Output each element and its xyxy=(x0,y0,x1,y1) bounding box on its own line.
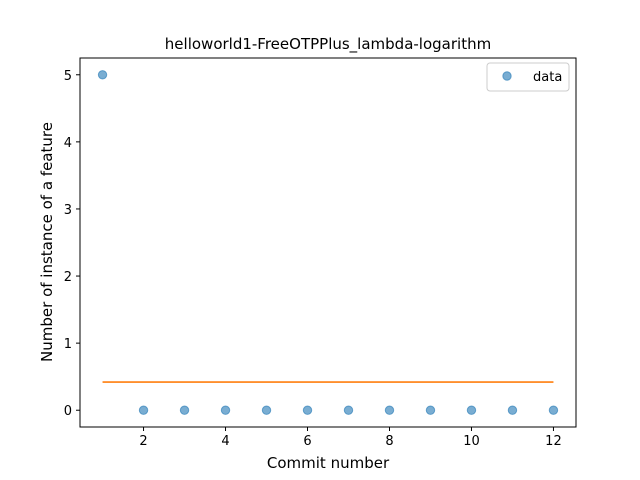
data-point xyxy=(344,406,352,414)
data-point xyxy=(221,406,229,414)
y-tick-label: 1 xyxy=(64,337,72,352)
x-tick-label: 10 xyxy=(463,434,480,449)
y-tick-label: 3 xyxy=(64,203,72,218)
data-point xyxy=(98,71,106,79)
x-tick-label: 2 xyxy=(139,434,147,449)
legend-label: data xyxy=(533,70,562,85)
y-tick-label: 2 xyxy=(64,270,72,285)
x-tick-label: 4 xyxy=(221,434,229,449)
data-point xyxy=(262,406,270,414)
y-tick-label: 4 xyxy=(64,136,72,151)
y-tick-label: 0 xyxy=(64,404,72,419)
x-tick-label: 12 xyxy=(545,434,562,449)
y-axis-title: Number of instance of a feature xyxy=(38,122,56,362)
data-point xyxy=(180,406,188,414)
x-axis-title: Commit number xyxy=(267,454,390,472)
chart-title: helloworld1-FreeOTPPlus_lambda-logarithm xyxy=(165,35,491,54)
data-point xyxy=(426,406,434,414)
data-point xyxy=(467,406,475,414)
x-tick-label: 8 xyxy=(385,434,393,449)
legend: data xyxy=(487,63,569,91)
data-point xyxy=(139,406,147,414)
y-tick-label: 5 xyxy=(64,69,72,84)
data-point xyxy=(385,406,393,414)
legend-marker xyxy=(503,72,511,80)
data-point xyxy=(508,406,516,414)
x-tick-label: 6 xyxy=(303,434,311,449)
data-point xyxy=(303,406,311,414)
data-point xyxy=(549,406,557,414)
